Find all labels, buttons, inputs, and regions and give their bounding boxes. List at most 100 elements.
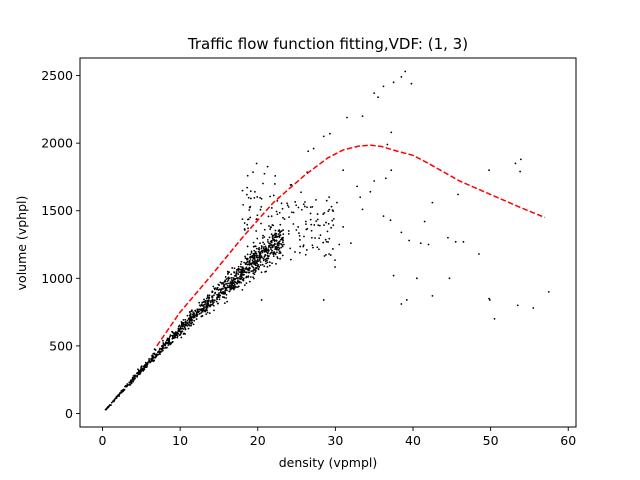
scatter-point [311, 244, 314, 247]
scatter-point [209, 304, 212, 307]
scatter-point [136, 374, 139, 377]
scatter-point [186, 324, 189, 327]
scatter-point [201, 304, 204, 307]
scatter-point [140, 365, 143, 368]
scatter-point [256, 254, 259, 257]
scatter-point [287, 230, 290, 232]
scatter-point [134, 375, 137, 377]
scatter-point [146, 363, 149, 366]
scatter-point [241, 288, 244, 291]
scatter-point [250, 252, 253, 254]
scatter-point [245, 282, 248, 285]
scatter-point [373, 92, 376, 95]
fit-curve-layer [156, 144, 546, 347]
scatter-point [204, 301, 207, 304]
scatter-point [255, 261, 258, 264]
scatter-point [202, 305, 205, 308]
scatter-point [187, 317, 190, 320]
scatter-point [206, 306, 209, 308]
scatter-point [190, 317, 193, 320]
scatter-point [181, 325, 184, 328]
scatter-point [118, 392, 121, 395]
scatter-point [255, 267, 258, 269]
scatter-point [268, 225, 270, 227]
scatter-point [213, 301, 215, 304]
scatter-point [223, 302, 226, 305]
scatter-point [192, 323, 195, 326]
scatter-point [116, 395, 119, 397]
scatter-point [276, 213, 279, 216]
scatter-point [223, 280, 226, 283]
scatter-point [265, 248, 268, 251]
scatter-point [309, 212, 312, 215]
scatter-point [228, 277, 231, 280]
scatter-point [322, 241, 325, 244]
scatter-point [254, 190, 256, 193]
scatter-point [259, 242, 261, 245]
scatter-point [273, 252, 275, 255]
scatter-point [253, 255, 256, 257]
scatter-point [254, 271, 256, 274]
scatter-point [319, 234, 322, 237]
scatter-point [279, 257, 282, 260]
scatter-point [241, 218, 244, 221]
scatter-point [242, 203, 245, 206]
scatter-point [264, 258, 267, 261]
scatter-point [234, 277, 236, 280]
scatter-point [327, 210, 330, 213]
scatter-point [249, 216, 252, 219]
y-tick-label: 2500 [41, 68, 73, 83]
scatter-point [246, 193, 248, 196]
scatter-point [274, 233, 277, 236]
scatter-point [231, 284, 234, 286]
scatter-point [158, 348, 161, 351]
scatter-point [275, 239, 278, 242]
y-tick-label: 1000 [41, 271, 73, 286]
scatter-point [222, 285, 225, 288]
scatter-point [262, 259, 265, 262]
scatter-point [448, 277, 451, 280]
scatter-point [309, 206, 312, 209]
scatter-point [278, 231, 281, 234]
scatter-point [240, 273, 242, 276]
scatter-point [239, 263, 242, 266]
scatter-point [205, 313, 208, 316]
scatter-point [161, 345, 164, 348]
scatter-point [318, 224, 321, 227]
scatter-point [243, 284, 246, 287]
scatter-point [268, 261, 271, 264]
scatter-point [361, 208, 364, 211]
scatter-point [189, 316, 191, 319]
scatter-point [248, 209, 251, 211]
scatter-point [488, 169, 490, 172]
scatter-point [316, 246, 319, 249]
scatter-point [216, 288, 218, 291]
scatter-point [332, 210, 335, 213]
scatter-point [408, 239, 411, 242]
scatter-point [178, 334, 181, 337]
scatter-point [235, 275, 238, 277]
scatter-point [317, 224, 320, 227]
scatter-point [316, 218, 319, 221]
scatter-point [142, 367, 144, 370]
scatter-point [168, 339, 171, 342]
scatter-point [267, 240, 269, 243]
scatter-point [178, 329, 181, 332]
scatter-point [208, 304, 211, 307]
scatter-point [248, 271, 251, 274]
scatter-point [270, 207, 273, 209]
scatter-point [315, 199, 317, 201]
scatter-point [237, 273, 240, 275]
scatter-point [221, 292, 224, 295]
scatter-point [227, 277, 229, 280]
scatter-point [179, 327, 182, 330]
scatter-point [265, 262, 267, 265]
y-axis-label: volume (vphpl) [14, 196, 29, 291]
scatter-point [260, 250, 263, 253]
scatter-point [287, 232, 290, 235]
scatter-point [280, 202, 283, 205]
scatter-point [222, 287, 224, 290]
scatter-point [350, 242, 352, 245]
scatter-point [256, 237, 259, 240]
scatter-point [135, 372, 138, 375]
